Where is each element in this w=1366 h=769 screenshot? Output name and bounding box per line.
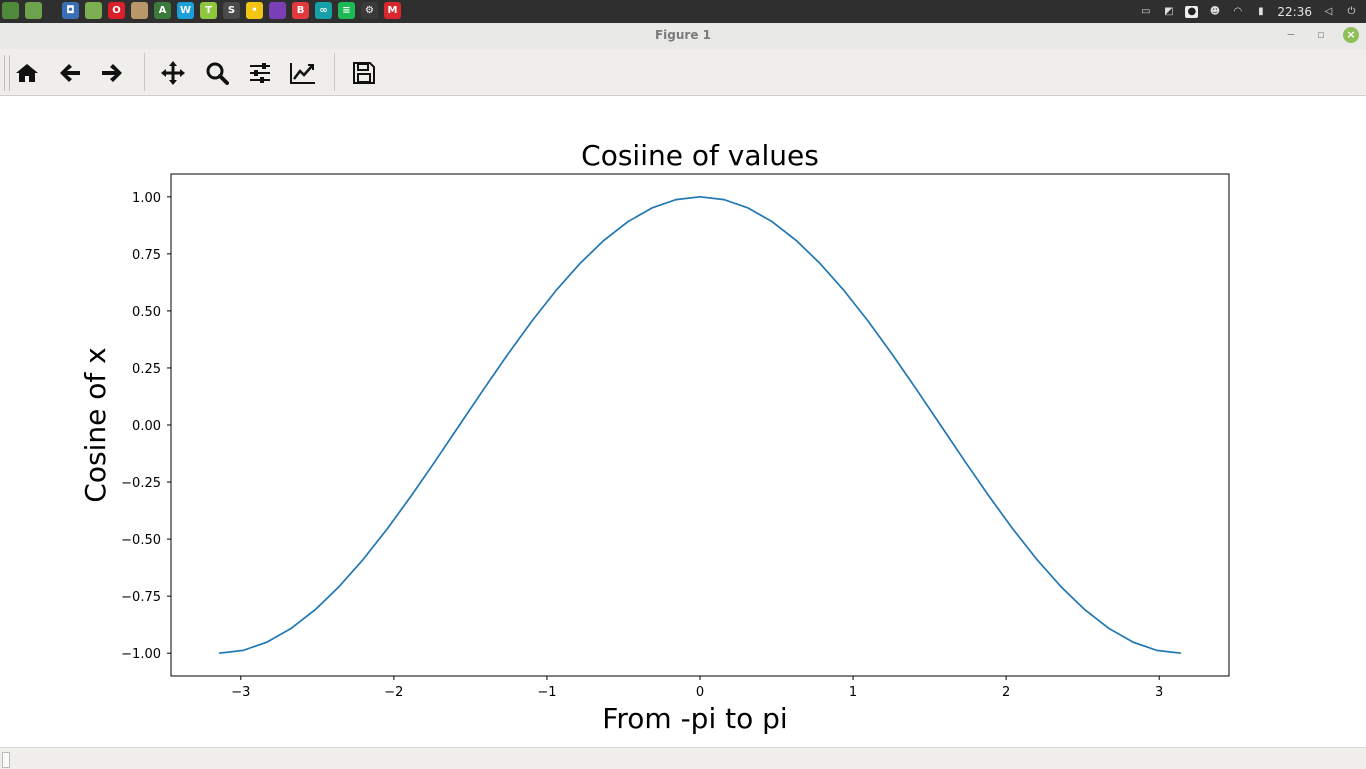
clock[interactable]: 22:36	[1277, 4, 1312, 19]
user-icon[interactable]: ☻	[1209, 5, 1221, 17]
webstorm-icon[interactable]: W	[177, 2, 194, 19]
archive-icon[interactable]	[131, 2, 148, 19]
y-tick-label: 0.50	[132, 305, 161, 320]
status-bar	[0, 747, 1366, 769]
forward-button[interactable]	[98, 59, 126, 87]
brave-icon[interactable]: B	[292, 2, 309, 19]
arduino-icon[interactable]: ∞	[315, 2, 332, 19]
display-icon[interactable]: ▭	[1141, 5, 1151, 17]
screenshot-icon[interactable]: ◘	[62, 2, 79, 19]
back-button[interactable]	[56, 59, 84, 87]
edit-axis-icon	[290, 63, 315, 84]
mega-icon[interactable]: M	[384, 2, 401, 19]
y-tick-label: −0.25	[121, 476, 161, 491]
y-tick-label: 0.25	[132, 362, 161, 377]
power-icon[interactable]: ⏻	[1347, 5, 1356, 17]
plot-frame	[170, 173, 1230, 677]
x-tick-label: 3	[1155, 685, 1163, 700]
wifi-icon[interactable]: ◠	[1233, 5, 1243, 17]
zoom-button[interactable]	[203, 59, 231, 87]
github-icon[interactable]: ●	[1185, 5, 1199, 18]
home-button[interactable]	[13, 59, 41, 87]
pan-button[interactable]	[159, 59, 187, 87]
maximize-button[interactable]: ▫	[1317, 28, 1325, 41]
figure-canvas[interactable]: −3 −2 −1 0 1 2 3 1.00 0.75 0.50 0.25 0.00 −0.25 −0.50…	[0, 96, 1366, 747]
window-title: Figure 1	[654, 28, 712, 42]
minimize-button[interactable]: −	[1286, 28, 1296, 41]
x-tick-label: 2	[1002, 685, 1010, 700]
series-line-cosine	[219, 195, 1181, 655]
launcher-bar: ◘ O A W T S • B ∞ ≡ ⚙ M	[2, 2, 407, 19]
zoom-magnifier-icon	[206, 62, 229, 85]
toolbar-separator	[144, 53, 145, 91]
y-tick-label: −0.75	[121, 590, 161, 605]
sublime-text-icon[interactable]: S	[223, 2, 240, 19]
x-tick-label: 1	[849, 685, 857, 700]
volume-icon[interactable]: ◁	[1324, 5, 1333, 17]
x-tick-label: 0	[696, 685, 704, 700]
toolbar-separator	[334, 53, 335, 91]
x-tick-label: −3	[231, 685, 250, 700]
spotify-icon[interactable]: ≡	[338, 2, 355, 19]
home-icon	[16, 64, 38, 82]
x-tick-label: −2	[384, 685, 403, 700]
app-menu-icon[interactable]	[2, 2, 19, 19]
x-axis-label: From -pi to pi	[602, 702, 787, 735]
status-resize-grip[interactable]	[2, 752, 10, 768]
show-desktop-icon[interactable]	[25, 2, 42, 19]
y-tick-label: −1.00	[121, 647, 161, 662]
configure-subplots-icon	[250, 63, 270, 83]
texstudio-icon[interactable]: T	[200, 2, 217, 19]
steam-icon[interactable]: ⚙	[361, 2, 378, 19]
save-button[interactable]	[350, 59, 378, 87]
system-tray: ▭ ◩ ● ☻ ◠ ▮ 22:36 ◁ ⏻	[1129, 0, 1358, 23]
battery-icon[interactable]: ▮	[1258, 5, 1264, 17]
cosine-chart: −3 −2 −1 0 1 2 3 1.00 0.75 0.50 0.25 0.00 −0.25 −0.50…	[79, 139, 1230, 735]
y-tick-label: 0.75	[132, 248, 161, 263]
y-axis-label: Cosine of x	[79, 347, 112, 502]
opera-icon[interactable]: O	[108, 2, 125, 19]
tor-browser-icon[interactable]	[269, 2, 286, 19]
files-icon[interactable]	[85, 2, 102, 19]
edit-axis-button[interactable]	[289, 59, 317, 87]
android-studio-icon[interactable]: A	[154, 2, 171, 19]
window-titlebar: Figure 1 − ▫ ×	[0, 23, 1366, 50]
y-tick-label: 0.00	[132, 419, 161, 434]
navigation-toolbar	[0, 49, 1366, 96]
close-button[interactable]: ×	[1343, 27, 1359, 43]
forward-arrow-icon	[102, 64, 122, 82]
toolbar-grip[interactable]	[4, 55, 10, 91]
pan-move-icon	[161, 61, 185, 85]
x-tick-label: −1	[537, 685, 556, 700]
y-tick-label: 1.00	[132, 191, 161, 206]
configure-subplots-button[interactable]	[246, 59, 274, 87]
system-monitor-icon[interactable]: ◩	[1164, 5, 1174, 17]
system-panel: ◘ O A W T S • B ∞ ≡ ⚙ M ▭ ◩ ● ☻ ◠ ▮ 22:36 ◁ ⏻	[0, 0, 1366, 23]
y-tick-label: −0.50	[121, 533, 161, 548]
chart-title: Cosiine of values	[581, 139, 819, 172]
save-floppy-icon	[353, 62, 375, 84]
tweak-icon[interactable]: •	[246, 2, 263, 19]
back-arrow-icon	[60, 64, 80, 82]
